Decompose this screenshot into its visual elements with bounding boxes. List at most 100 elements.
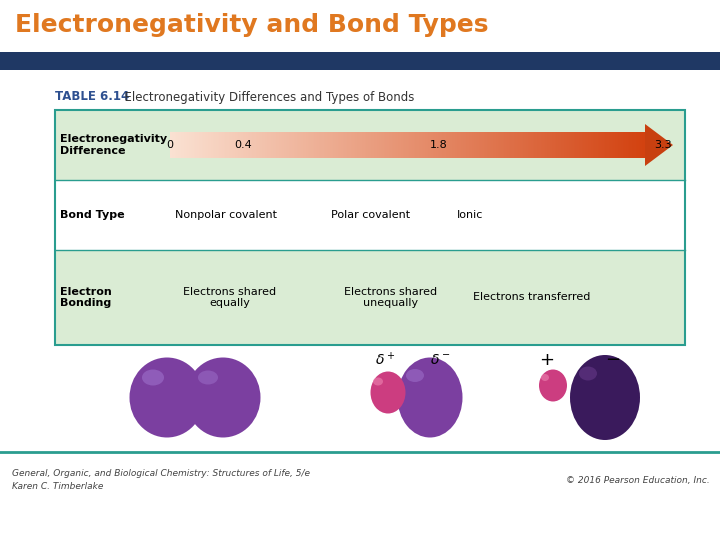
- Bar: [315, 132, 318, 158]
- Bar: [390, 132, 392, 158]
- Bar: [366, 132, 369, 158]
- Bar: [585, 132, 587, 158]
- Bar: [545, 132, 547, 158]
- Text: $\delta^+$: $\delta^+$: [375, 352, 395, 369]
- Bar: [618, 132, 620, 158]
- Bar: [279, 132, 282, 158]
- Bar: [492, 132, 493, 158]
- Bar: [194, 132, 196, 158]
- Bar: [431, 132, 433, 158]
- Bar: [290, 132, 292, 158]
- Bar: [441, 132, 443, 158]
- Bar: [171, 132, 174, 158]
- Bar: [368, 132, 370, 158]
- Bar: [409, 132, 411, 158]
- Bar: [632, 132, 634, 158]
- Bar: [208, 132, 210, 158]
- Bar: [292, 132, 294, 158]
- Bar: [439, 132, 441, 158]
- Text: Nonpolar covalent: Nonpolar covalent: [175, 210, 277, 220]
- Ellipse shape: [373, 377, 383, 386]
- Bar: [624, 132, 626, 158]
- Bar: [508, 132, 509, 158]
- Bar: [462, 132, 464, 158]
- Bar: [389, 132, 390, 158]
- Bar: [574, 132, 576, 158]
- Bar: [430, 132, 432, 158]
- Bar: [401, 132, 403, 158]
- Bar: [294, 132, 296, 158]
- Bar: [602, 132, 604, 158]
- Bar: [591, 132, 593, 158]
- Bar: [517, 132, 519, 158]
- Bar: [186, 132, 188, 158]
- Bar: [204, 132, 207, 158]
- Bar: [549, 132, 551, 158]
- Bar: [314, 132, 316, 158]
- Bar: [558, 132, 560, 158]
- Bar: [246, 132, 248, 158]
- Bar: [598, 132, 600, 158]
- Text: 1.8: 1.8: [431, 140, 448, 150]
- Bar: [642, 132, 644, 158]
- Bar: [287, 132, 289, 158]
- Bar: [379, 132, 381, 158]
- Bar: [225, 132, 228, 158]
- Bar: [606, 132, 608, 158]
- Bar: [174, 132, 175, 158]
- Bar: [200, 132, 202, 158]
- Ellipse shape: [130, 357, 204, 437]
- Bar: [232, 132, 234, 158]
- Bar: [479, 132, 481, 158]
- Bar: [450, 132, 452, 158]
- Bar: [516, 132, 517, 158]
- Bar: [240, 132, 242, 158]
- Bar: [596, 132, 598, 158]
- Text: Electron
Bonding: Electron Bonding: [60, 287, 112, 308]
- Text: Polar covalent: Polar covalent: [331, 210, 410, 220]
- Bar: [254, 132, 256, 158]
- Bar: [195, 132, 197, 158]
- Bar: [575, 132, 577, 158]
- Bar: [480, 132, 482, 158]
- Bar: [300, 132, 302, 158]
- Bar: [328, 132, 330, 158]
- Bar: [203, 132, 205, 158]
- Bar: [590, 132, 592, 158]
- Bar: [256, 132, 258, 158]
- Bar: [639, 132, 641, 158]
- Text: Electronegativity Differences and Types of Bonds: Electronegativity Differences and Types …: [117, 91, 415, 104]
- Bar: [415, 132, 418, 158]
- Bar: [217, 132, 220, 158]
- Bar: [512, 132, 514, 158]
- Bar: [594, 132, 596, 158]
- Bar: [533, 132, 535, 158]
- Bar: [631, 132, 633, 158]
- Text: Ionic: Ionic: [456, 210, 483, 220]
- Bar: [536, 132, 538, 158]
- Bar: [374, 132, 377, 158]
- Bar: [572, 132, 575, 158]
- Bar: [212, 132, 215, 158]
- Bar: [413, 132, 414, 158]
- Bar: [493, 132, 495, 158]
- Bar: [452, 132, 454, 158]
- Bar: [455, 132, 457, 158]
- Bar: [397, 132, 398, 158]
- Bar: [521, 132, 523, 158]
- Bar: [405, 132, 406, 158]
- Bar: [241, 132, 243, 158]
- Bar: [349, 132, 351, 158]
- Bar: [252, 132, 254, 158]
- Bar: [320, 132, 323, 158]
- Bar: [282, 132, 284, 158]
- Bar: [393, 132, 395, 158]
- Bar: [569, 132, 571, 158]
- Bar: [423, 132, 426, 158]
- Bar: [414, 132, 416, 158]
- Bar: [487, 132, 489, 158]
- Bar: [410, 132, 413, 158]
- Bar: [434, 132, 436, 158]
- Bar: [623, 132, 625, 158]
- Bar: [385, 132, 387, 158]
